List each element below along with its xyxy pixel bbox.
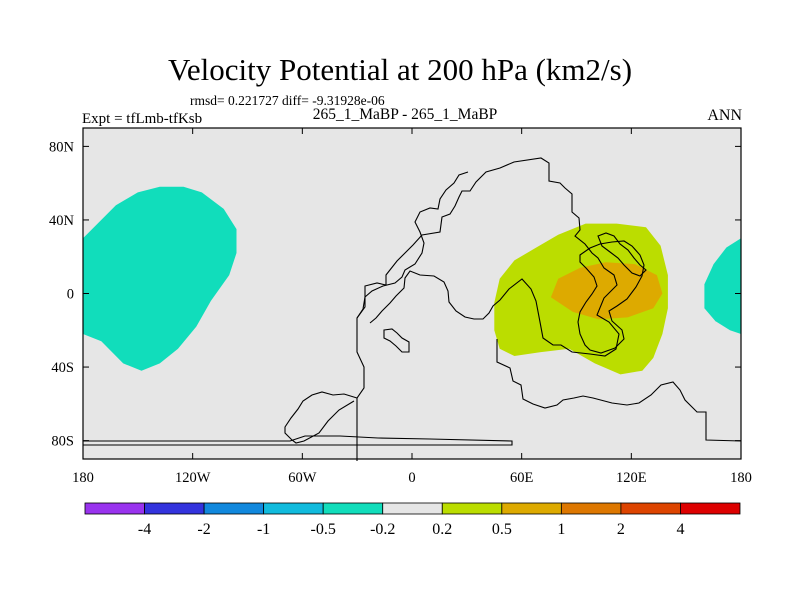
- y-tick-label: 40S: [51, 360, 74, 376]
- colorbar-label: -4: [138, 521, 151, 538]
- x-tick-label: 120E: [616, 470, 647, 486]
- x-tick-label: 60W: [288, 470, 317, 486]
- colorbar-swatch: [382, 502, 443, 515]
- colorbar-label: 2: [617, 521, 625, 538]
- negative-region-date-line: [704, 238, 741, 334]
- contour-regions: [83, 186, 741, 375]
- colorbar-label: 0.2: [432, 521, 452, 538]
- chart-title: Velocity Potential at 200 hPa (km2/s): [167, 52, 633, 87]
- colorbar-label: 0.5: [492, 521, 512, 538]
- x-tick-label: 60E: [510, 470, 534, 486]
- continent-outlines: [83, 157, 742, 461]
- colorbar-label: 4: [676, 521, 684, 538]
- coastline-americas: [356, 171, 469, 319]
- colorbar-swatch: [144, 502, 205, 515]
- y-tick-label: 80N: [49, 139, 75, 155]
- colorbar-label: 1: [557, 521, 565, 538]
- coastline-southeast-asia: [597, 232, 647, 277]
- negative-region-west-pacific: [83, 186, 237, 371]
- x-tick-label: 180: [730, 470, 752, 486]
- colorbar-swatch: [680, 502, 741, 515]
- coastline-antarctica: [83, 435, 513, 446]
- y-tick-label: 40N: [49, 213, 75, 229]
- coastline-eurasia: [356, 157, 620, 461]
- case-names-label: 265_1_MaBP - 265_1_MaBP: [312, 106, 498, 123]
- experiment-label: Expt = tfLmb-tfKsb: [82, 111, 203, 127]
- colorbar-swatch: [84, 502, 145, 515]
- colorbar-label: -0.5: [311, 521, 336, 538]
- colorbar-label: -0.2: [370, 521, 395, 538]
- colorbar-swatch: [263, 502, 324, 515]
- colorbar-swatch: [620, 502, 681, 515]
- positive-region-core: [550, 262, 663, 320]
- colorbar-swatch: [322, 502, 384, 515]
- x-tick-label: 0: [408, 470, 415, 486]
- y-tick-label: 80S: [51, 434, 74, 450]
- coastline-australia: [577, 240, 645, 354]
- coastline-indian-margin: [496, 339, 742, 442]
- x-tick-label: 120W: [175, 470, 211, 486]
- colorbar-swatch: [203, 502, 265, 515]
- colorbar-swatch: [441, 502, 503, 515]
- stats-line: rmsd= 0.221727 diff= -9.31928e-06: [190, 93, 385, 108]
- colorbar-swatch: [501, 502, 562, 515]
- y-tick-label: 0: [67, 287, 74, 303]
- colorbar-label: -2: [197, 521, 210, 538]
- axes: 180 120W 60W 0 60E 120E 180 80N 40N 0 40S 80S: [49, 128, 752, 486]
- x-tick-label: 180: [72, 470, 94, 486]
- colorbar-label: -1: [257, 521, 270, 538]
- colorbar: -4 -2 -1 -0.5 -0.2 0.2 0.5 1 2 4: [84, 502, 741, 538]
- coastline-island: [383, 328, 410, 353]
- coastline-africa: [284, 391, 358, 444]
- colorbar-swatch: [560, 502, 622, 515]
- season-label: ANN: [707, 107, 742, 124]
